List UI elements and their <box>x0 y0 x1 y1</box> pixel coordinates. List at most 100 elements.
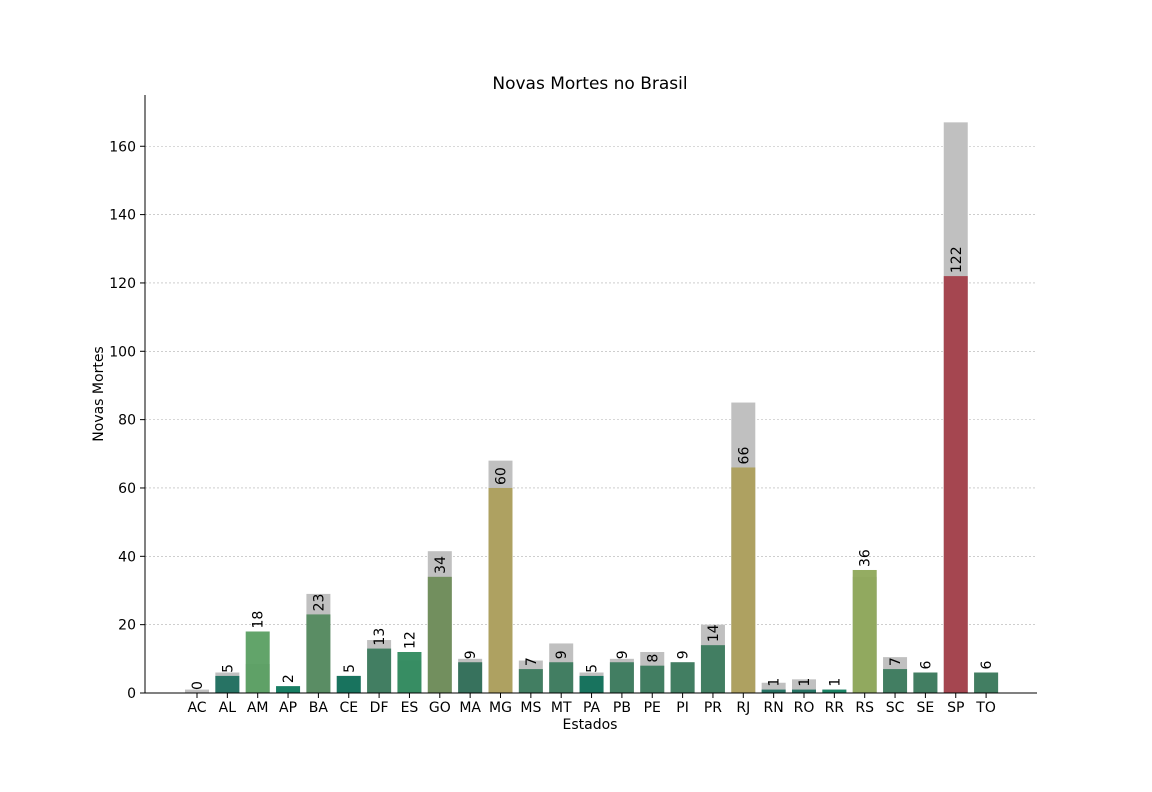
x-tick-label: PR <box>704 700 722 716</box>
y-tick-label: 120 <box>109 276 136 292</box>
bar <box>488 487 513 693</box>
bar-value-label: 7 <box>524 657 540 666</box>
bar <box>427 576 452 693</box>
bar <box>549 662 574 693</box>
bar <box>974 672 999 693</box>
bar <box>913 672 938 693</box>
bar-value-label: 2 <box>281 674 297 683</box>
bar-value-label: 8 <box>645 654 661 663</box>
x-tick-label: RR <box>825 700 845 716</box>
chart-title: Novas Mortes no Brasil <box>492 74 687 94</box>
gridlines <box>145 145 1037 625</box>
y-tick-label: 60 <box>118 481 136 497</box>
bar-value-label: 34 <box>433 556 449 574</box>
x-tick-label: AP <box>279 700 297 716</box>
bar <box>761 689 786 693</box>
bar-value-label: 13 <box>372 628 388 646</box>
x-tick-label: RO <box>794 700 815 716</box>
y-tick-label: 40 <box>118 549 136 565</box>
x-tick-label: MA <box>459 700 481 716</box>
bar-labels: 0 5 18 2 23 5 13 12 34 9 60 7 9 5 9 8 9 14 66 1 1 1 36 7 6 122 6 <box>190 246 995 690</box>
bar <box>518 669 543 693</box>
x-tick-label: PA <box>583 700 601 716</box>
bar-value-label: 66 <box>736 447 752 465</box>
x-tick-label: AM <box>247 700 269 716</box>
bar-value-label: 23 <box>311 594 327 612</box>
x-tick-label: TO <box>975 700 996 716</box>
bar <box>397 651 422 693</box>
x-tick-label: AL <box>219 700 237 716</box>
bar-previous <box>185 689 209 693</box>
bar <box>609 662 634 693</box>
bar <box>883 669 908 693</box>
x-tick-label: ES <box>401 700 419 716</box>
bar-value-label: 1 <box>767 678 783 687</box>
y-tick-label: 0 <box>127 686 136 702</box>
bar <box>215 675 240 693</box>
bar-previous <box>761 682 786 693</box>
x-tick-label: PI <box>676 700 689 716</box>
bar <box>458 662 483 693</box>
bar-value-label: 6 <box>918 660 934 669</box>
bar <box>367 648 392 693</box>
bar <box>852 569 877 693</box>
x-tick-label: SE <box>917 700 935 716</box>
x-axis: AC AL AM AP BA CE DF ES GO MA MG MS MT PA PB PE PI PR RJ RN… <box>145 692 1037 716</box>
y-tick-label: 20 <box>118 618 136 634</box>
bar <box>306 614 331 693</box>
x-tick-label: BA <box>309 700 329 716</box>
x-axis-label: Estados <box>563 717 618 733</box>
bar-value-label: 1 <box>827 678 843 687</box>
bar-value-label: 18 <box>251 611 267 629</box>
bar <box>245 631 270 693</box>
bar <box>336 675 361 693</box>
bar-value-label: 0 <box>190 681 206 690</box>
y-tick-label: 80 <box>118 413 136 429</box>
bar-value-label: 6 <box>979 660 995 669</box>
x-tick-label: MT <box>551 700 572 716</box>
bar <box>700 645 725 693</box>
bar-value-label: 9 <box>463 650 479 659</box>
y-tick-label: 100 <box>109 344 136 360</box>
y-tick-label: 160 <box>109 139 136 155</box>
bar-value-label: 5 <box>585 664 601 673</box>
bar-value-label: 122 <box>949 246 965 273</box>
x-tick-label: MS <box>520 700 541 716</box>
bar <box>276 686 301 693</box>
y-axis: 0 20 40 60 80 100 120 140 160 <box>109 95 146 702</box>
bar-value-label: 36 <box>858 549 874 567</box>
x-tick-label: SP <box>947 700 964 716</box>
x-tick-label: RS <box>855 700 874 716</box>
bar-value-label: 60 <box>494 467 510 485</box>
x-tick-label: GO <box>429 700 451 716</box>
x-tick-label: MG <box>489 700 512 716</box>
x-tick-label: PE <box>644 700 661 716</box>
x-tick-label: DF <box>370 700 389 716</box>
y-axis-label: Novas Mortes <box>91 346 107 441</box>
bar-value-label: 14 <box>706 624 722 642</box>
bar <box>579 675 604 693</box>
bar-value-label: 12 <box>402 631 418 649</box>
bars <box>185 122 999 693</box>
x-tick-label: SC <box>886 700 905 716</box>
bar-value-label: 5 <box>342 664 358 673</box>
bar-value-label: 1 <box>797 678 813 687</box>
x-tick-label: AC <box>187 700 206 716</box>
bar <box>640 665 665 693</box>
x-tick-label: RJ <box>736 700 750 716</box>
bar-value-label: 9 <box>615 650 631 659</box>
bar-value-label: 9 <box>676 650 692 659</box>
bar <box>792 689 816 693</box>
y-tick-label: 140 <box>109 208 136 224</box>
x-tick-label: PB <box>613 700 631 716</box>
x-tick-label: RN <box>764 700 784 716</box>
bar <box>731 467 756 693</box>
bar-value-label: 9 <box>554 650 570 659</box>
bar <box>822 689 847 693</box>
bar-value-label: 5 <box>220 664 236 673</box>
bar-value-label: 7 <box>888 657 904 666</box>
x-tick-label: CE <box>339 700 358 716</box>
bar <box>943 276 968 693</box>
bar <box>670 662 695 693</box>
